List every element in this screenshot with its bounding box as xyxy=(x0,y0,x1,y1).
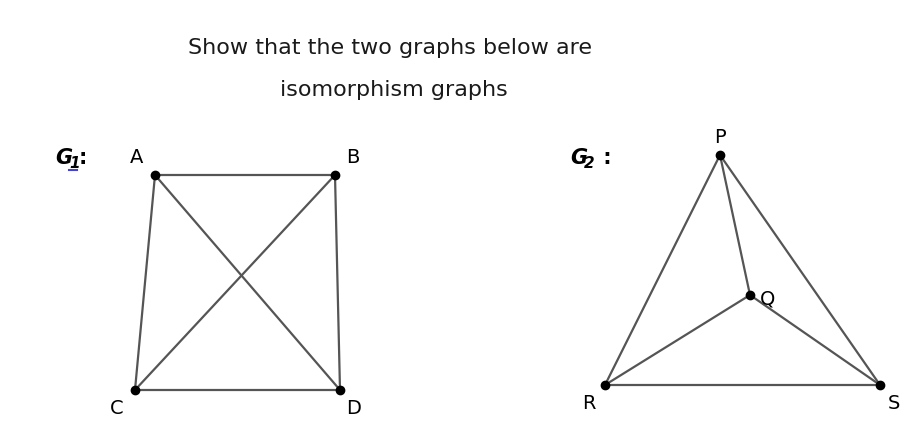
Text: P: P xyxy=(714,127,726,146)
Text: G: G xyxy=(570,148,587,168)
Text: 2: 2 xyxy=(584,156,595,171)
Text: :: : xyxy=(79,148,87,168)
Text: D: D xyxy=(346,399,362,418)
Text: :: : xyxy=(596,148,611,168)
Text: 1: 1 xyxy=(69,156,79,171)
Text: B: B xyxy=(346,147,360,167)
Text: S: S xyxy=(888,394,900,412)
Text: Show that the two graphs below are: Show that the two graphs below are xyxy=(188,38,592,58)
Text: Q: Q xyxy=(761,290,775,309)
Text: A: A xyxy=(130,147,144,167)
Text: C: C xyxy=(110,399,124,418)
Text: G: G xyxy=(55,148,72,168)
Text: isomorphism graphs: isomorphism graphs xyxy=(280,80,507,100)
Text: R: R xyxy=(582,394,596,412)
